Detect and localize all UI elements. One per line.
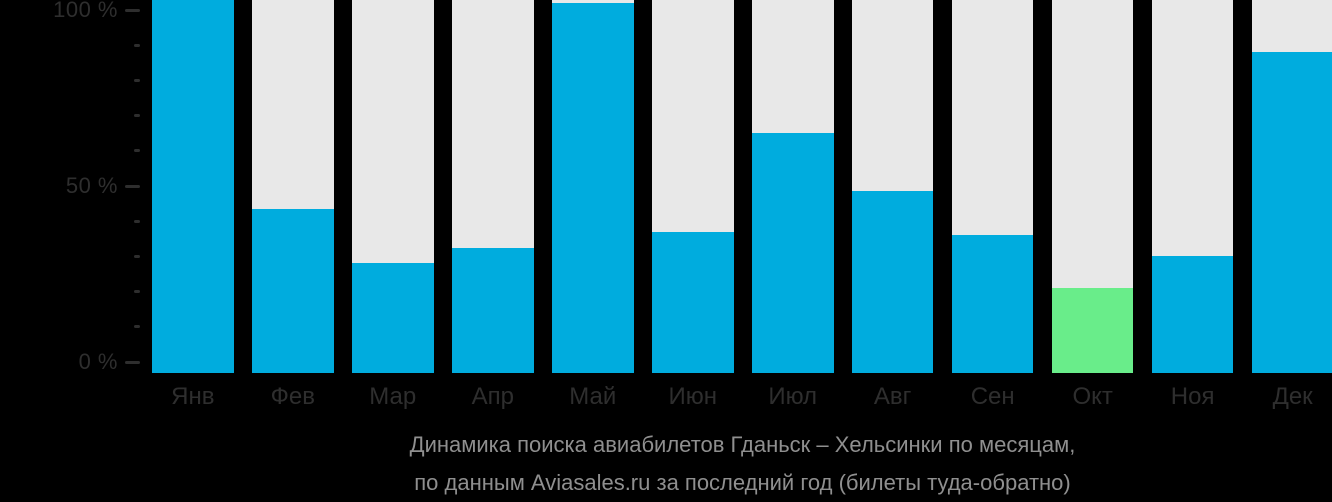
x-axis-label-Окт: Окт	[1072, 383, 1113, 410]
chart-caption: Динамика поиска авиабилетов Гданьск – Хе…	[152, 426, 1332, 501]
bar-track-Июн	[651, 0, 734, 373]
x-axis-label-Июл: Июл	[768, 383, 818, 410]
x-axis-label-Авг: Авг	[873, 383, 912, 410]
y-axis-major-tick	[125, 360, 140, 364]
bar-track-Дек	[1251, 0, 1332, 373]
x-axis-label-Сен: Сен	[970, 383, 1015, 410]
bar-Ноя	[1151, 256, 1234, 373]
y-axis-minor-tick	[134, 149, 140, 153]
bar-track-Янв	[152, 0, 234, 373]
x-axis-label-Май: Май	[569, 383, 617, 410]
x-axis-label-Мар: Мар	[369, 383, 417, 410]
bar-track-Май	[551, 0, 634, 373]
chart-subtitle: по данным Aviasales.ru за последний год …	[414, 469, 1071, 495]
y-axis-minor-tick	[134, 290, 140, 294]
bar-Июл	[751, 133, 834, 373]
bar-Фев	[251, 208, 334, 373]
y-axis-minor-tick	[134, 114, 140, 118]
bar-track-Апр	[451, 0, 534, 373]
bar-Сен	[951, 235, 1034, 373]
y-axis-minor-tick	[134, 325, 140, 329]
x-axis-label-Ноя: Ноя	[1170, 383, 1215, 410]
y-axis-label: 50 %	[65, 173, 118, 198]
bar-track-Мар	[351, 0, 434, 373]
bar-track-Окт	[1051, 0, 1134, 373]
bar-Дек	[1251, 52, 1332, 373]
x-axis-label-Июн: Июн	[668, 383, 717, 410]
y-axis-minor-tick	[134, 43, 140, 47]
bar-Янв	[152, 0, 234, 373]
chart-title: Динамика поиска авиабилетов Гданьск – Хе…	[409, 432, 1076, 457]
y-axis-label: 100 %	[53, 0, 118, 22]
bar-track-Июл	[751, 0, 834, 373]
x-axis-label-Дек: Дек	[1272, 383, 1313, 410]
y-axis-major-tick	[125, 184, 140, 188]
bar-track-Сен	[951, 0, 1034, 373]
x-axis-label-Фев: Фев	[270, 383, 315, 410]
bars-row	[152, 0, 1332, 373]
y-axis-minor-tick	[134, 219, 140, 223]
bar-track-Авг	[851, 0, 934, 373]
x-axis-labels: Янв Фев Мар Апр Май Июн Июл Авг Сен Окт Ноя Дек	[152, 382, 1332, 412]
x-axis-label-Апр: Апр	[471, 383, 514, 410]
y-axis-minor-tick	[134, 254, 140, 258]
y-axis-label: 0 %	[78, 349, 118, 374]
bar-Окт-highlighted	[1051, 288, 1134, 373]
y-axis-minor-tick	[134, 78, 140, 82]
x-axis-label-Янв: Янв	[171, 383, 215, 410]
bar-track-Фев	[251, 0, 334, 373]
y-axis-major-tick	[125, 8, 140, 12]
bar-Июн	[651, 231, 734, 373]
bar-track-Ноя	[1151, 0, 1234, 373]
bar-Апр	[451, 247, 534, 373]
bar-Мар	[351, 263, 434, 373]
bar-Май	[551, 2, 634, 373]
bar-Авг	[851, 191, 934, 373]
